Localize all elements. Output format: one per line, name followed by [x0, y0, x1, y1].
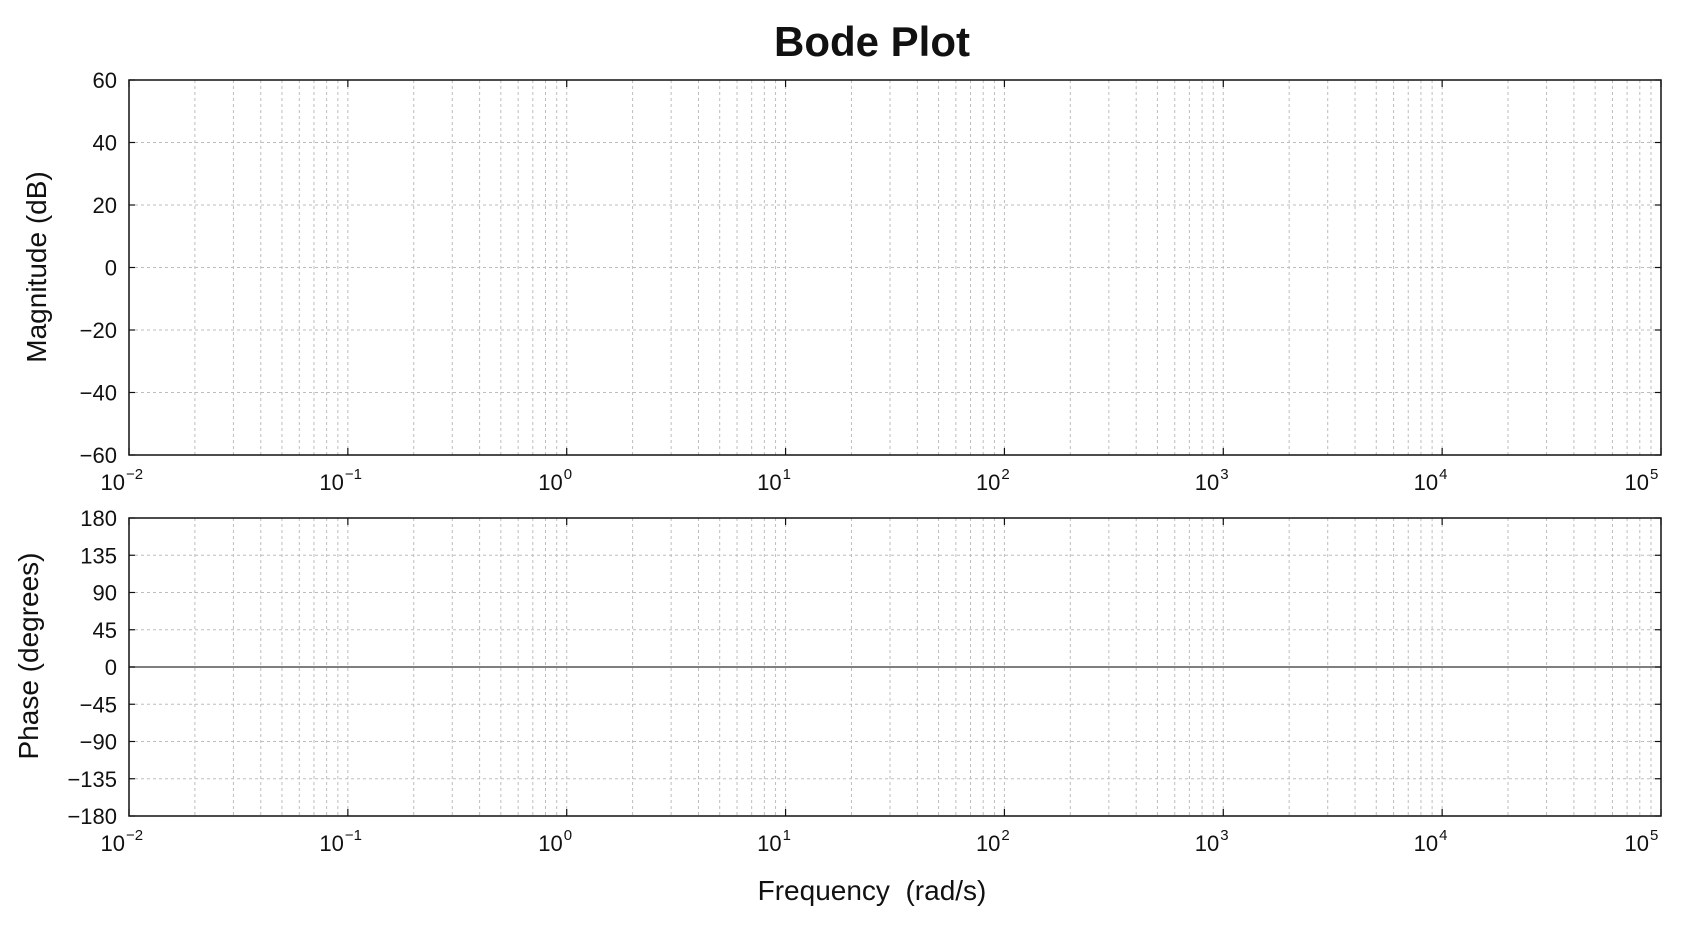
y-tick-label: −60: [80, 443, 117, 468]
x-tick-label: 10 −1: [319, 827, 362, 856]
y-tick-label: 0: [105, 256, 117, 281]
x-tick-label-base: 10: [1414, 831, 1438, 856]
x-tick-label-base: 10: [319, 831, 343, 856]
x-tick-label-exponent: 3: [1220, 827, 1228, 844]
x-tick-label: 10 4: [1414, 827, 1448, 856]
x-tick-label: 10 −1: [319, 466, 362, 495]
y-tick-label: −135: [67, 767, 117, 792]
magnitude-x-ticks: 10 −2 10 −1 10 0 10 1 10 2 10 3 10 4 10 5: [101, 80, 1662, 495]
x-tick-label-exponent: 3: [1220, 466, 1228, 483]
x-tick-label-exponent: 1: [783, 827, 791, 844]
x-tick-label-base: 10: [319, 470, 343, 495]
magnitude-y-ticks: 60 40 20 0 −20 −40 −60: [80, 68, 1661, 468]
x-tick-label: 10 5: [1625, 466, 1659, 495]
phase-y-axis-label: Phase (degrees): [13, 552, 44, 759]
magnitude-grid: [129, 80, 1661, 455]
y-tick-label: 135: [80, 543, 117, 568]
x-tick-label-base: 10: [976, 470, 1000, 495]
x-tick-label-exponent: 1: [783, 466, 791, 483]
x-tick-label: 10 1: [757, 827, 791, 856]
x-tick-label: 10 2: [976, 827, 1010, 856]
x-tick-label: 10 −2: [101, 466, 144, 495]
x-tick-label-base: 10: [1195, 831, 1219, 856]
x-axis-label: Frequency (rad/s): [758, 875, 987, 906]
x-tick-label-base: 10: [538, 831, 562, 856]
x-tick-label-exponent: 5: [1650, 827, 1658, 844]
x-tick-label-exponent: −1: [345, 466, 362, 483]
x-tick-label: 10 3: [1195, 466, 1229, 495]
x-tick-label-base: 10: [757, 470, 781, 495]
y-tick-label: −20: [80, 318, 117, 343]
x-tick-label: 10 4: [1414, 466, 1448, 495]
x-tick-label-exponent: 0: [564, 827, 572, 844]
phase-x-ticks: 10 −2 10 −1 10 0 10 1 10 2 10 3 10 4 10 5: [101, 518, 1662, 856]
x-tick-label-base: 10: [757, 831, 781, 856]
x-tick-label-exponent: −1: [345, 827, 362, 844]
y-tick-label: 20: [93, 193, 117, 218]
x-tick-label-exponent: −2: [126, 827, 143, 844]
y-tick-label: 45: [93, 618, 117, 643]
y-tick-label: −40: [80, 381, 117, 406]
x-tick-label-base: 10: [538, 470, 562, 495]
x-tick-label-base: 10: [1414, 470, 1438, 495]
y-tick-label: 180: [80, 506, 117, 531]
x-tick-label-base: 10: [101, 470, 125, 495]
x-tick-label-exponent: 0: [564, 466, 572, 483]
y-tick-label: 90: [93, 581, 117, 606]
x-tick-label: 10 2: [976, 466, 1010, 495]
x-tick-label: 10 3: [1195, 827, 1229, 856]
y-tick-label: 0: [105, 655, 117, 680]
y-tick-label: 60: [93, 68, 117, 93]
x-tick-label-exponent: 4: [1439, 827, 1447, 844]
x-tick-label: 10 −2: [101, 827, 144, 856]
phase-grid: [129, 518, 1661, 816]
x-tick-label-exponent: 2: [1001, 827, 1009, 844]
y-tick-label: −180: [67, 804, 117, 829]
x-tick-label-base: 10: [976, 831, 1000, 856]
y-tick-label: 40: [93, 131, 117, 156]
x-tick-label: 10 0: [538, 466, 572, 495]
x-tick-label-exponent: −2: [126, 466, 143, 483]
x-tick-label: 10 1: [757, 466, 791, 495]
x-tick-label: 10 0: [538, 827, 572, 856]
x-tick-label-base: 10: [1625, 470, 1649, 495]
x-tick-label-exponent: 2: [1001, 466, 1009, 483]
y-tick-label: −90: [80, 730, 117, 755]
x-tick-label-exponent: 4: [1439, 466, 1447, 483]
x-tick-label-base: 10: [1195, 470, 1219, 495]
x-tick-label-base: 10: [101, 831, 125, 856]
x-tick-label-exponent: 5: [1650, 466, 1658, 483]
magnitude-y-axis-label: Magnitude (dB): [21, 171, 52, 362]
y-tick-label: −45: [80, 692, 117, 717]
chart-title: Bode Plot: [774, 18, 970, 65]
x-tick-label-base: 10: [1625, 831, 1649, 856]
phase-y-ticks: 180 135 90 45 0 −45 −90 −135 −180: [67, 506, 1661, 829]
x-tick-label: 10 5: [1625, 827, 1659, 856]
